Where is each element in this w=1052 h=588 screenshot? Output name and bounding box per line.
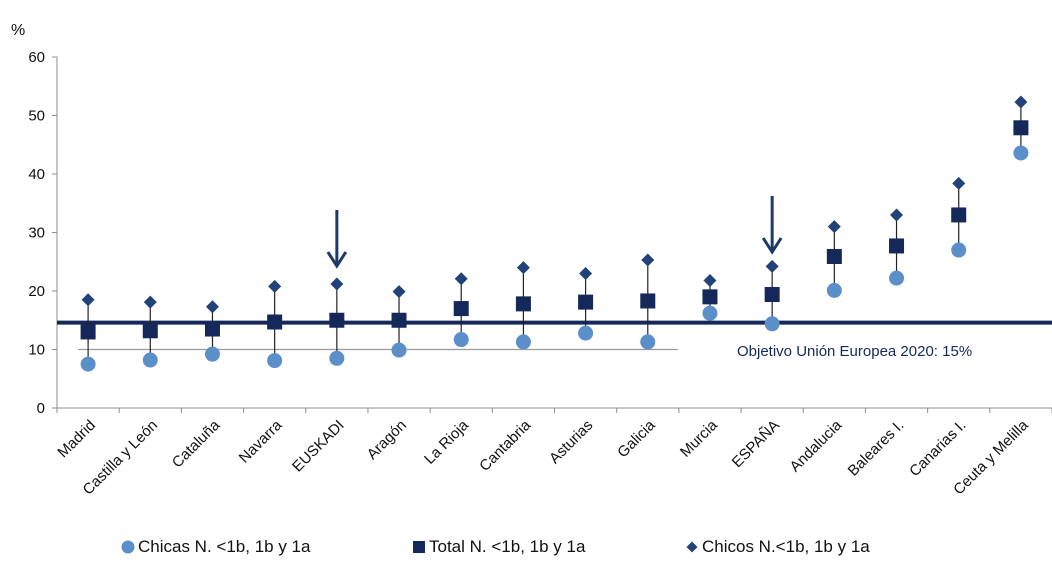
point-chicas bbox=[142, 352, 158, 368]
point-chicas bbox=[391, 342, 407, 358]
arrow-head bbox=[761, 237, 783, 255]
point-total bbox=[142, 323, 158, 339]
x-tick-label: Aragón bbox=[364, 417, 410, 463]
point-chicas bbox=[702, 305, 718, 321]
y-tick-label: 0 bbox=[37, 400, 45, 417]
point-chicos bbox=[205, 300, 219, 314]
reference-lines bbox=[57, 320, 1052, 351]
x-tick-label: Galicia bbox=[614, 416, 659, 461]
point-total bbox=[267, 314, 283, 330]
legend-label: Total N. <1b, 1b y 1a bbox=[429, 537, 586, 556]
legend-marker-chicas bbox=[121, 540, 135, 554]
point-chicos bbox=[641, 253, 655, 267]
point-chicos bbox=[81, 293, 95, 307]
point-total bbox=[391, 312, 407, 328]
x-tick-label: Cataluña bbox=[169, 416, 224, 471]
point-chicas bbox=[80, 356, 96, 372]
point-total bbox=[640, 293, 656, 309]
point-total bbox=[453, 301, 469, 317]
x-tick-label: ESPAÑA bbox=[729, 417, 783, 471]
marks bbox=[80, 95, 1029, 372]
point-total bbox=[204, 321, 220, 337]
x-tick-label: Cantabria bbox=[476, 416, 534, 474]
point-chicas bbox=[826, 282, 842, 298]
point-total bbox=[826, 248, 842, 264]
y-tick-label: 50 bbox=[28, 108, 45, 125]
point-total bbox=[764, 287, 780, 303]
arrows bbox=[326, 196, 783, 269]
point-total bbox=[329, 312, 345, 328]
point-chicas bbox=[1013, 145, 1029, 161]
point-chicas bbox=[640, 334, 656, 350]
point-total bbox=[80, 324, 96, 340]
point-chicos bbox=[143, 295, 157, 309]
point-chicos bbox=[827, 220, 841, 234]
point-chicas bbox=[951, 242, 967, 258]
x-tick-label: Asturias bbox=[546, 417, 596, 467]
point-chicos bbox=[579, 266, 593, 280]
y-unit-label: % bbox=[11, 22, 25, 39]
point-chicas bbox=[204, 346, 220, 362]
point-chicos bbox=[268, 279, 282, 293]
point-total bbox=[951, 207, 967, 223]
point-chicos bbox=[392, 285, 406, 299]
point-total bbox=[889, 238, 905, 254]
y-tick-label: 30 bbox=[28, 225, 45, 242]
x-tick-label: Madrid bbox=[54, 417, 98, 461]
reference-line-label: Objetivo Unión Europea 2020: 15% bbox=[737, 343, 972, 360]
y-tick-label: 10 bbox=[28, 342, 45, 359]
y-tick-label: 40 bbox=[28, 166, 45, 183]
y-tick-label: 60 bbox=[28, 49, 45, 66]
point-chicas bbox=[578, 325, 594, 341]
stems bbox=[87, 102, 1022, 365]
point-total bbox=[1013, 120, 1029, 136]
point-chicos bbox=[454, 272, 468, 286]
x-tick-label: Navarra bbox=[236, 416, 286, 466]
point-chicas bbox=[267, 353, 283, 369]
legend-label: Chicos N.<1b, 1b y 1a bbox=[702, 537, 870, 556]
point-chicos bbox=[765, 259, 779, 273]
x-tick-label: Andalucia bbox=[787, 416, 846, 475]
point-total bbox=[578, 294, 594, 310]
x-tick-label: Canarias I. bbox=[906, 417, 969, 480]
point-chicas bbox=[764, 316, 780, 332]
x-tick-label: La Rioja bbox=[421, 416, 472, 467]
y-tick-label: 20 bbox=[28, 283, 45, 300]
point-chicos bbox=[890, 208, 904, 222]
point-total bbox=[702, 289, 718, 305]
point-chicos bbox=[516, 261, 530, 275]
point-total bbox=[515, 296, 531, 312]
legend: Chicas N. <1b, 1b y 1a Total N. <1b, 1b y… bbox=[121, 537, 870, 556]
point-chicas bbox=[515, 334, 531, 350]
point-chicas bbox=[453, 332, 469, 348]
point-chicas bbox=[889, 270, 905, 286]
legend-marker-total bbox=[413, 541, 425, 553]
point-chicas bbox=[329, 350, 345, 366]
legend-marker-chicos bbox=[686, 541, 698, 553]
point-chicos bbox=[952, 176, 966, 190]
arrow-head bbox=[326, 251, 348, 269]
point-chicos bbox=[703, 273, 717, 287]
x-tick-label: EUSKADI bbox=[289, 417, 348, 476]
legend-label: Chicas N. <1b, 1b y 1a bbox=[138, 537, 311, 556]
x-tick-label: Murcia bbox=[677, 416, 721, 460]
point-chicos bbox=[1014, 95, 1028, 109]
point-chicos bbox=[330, 277, 344, 291]
x-tick-label: Baleares I. bbox=[845, 417, 908, 480]
